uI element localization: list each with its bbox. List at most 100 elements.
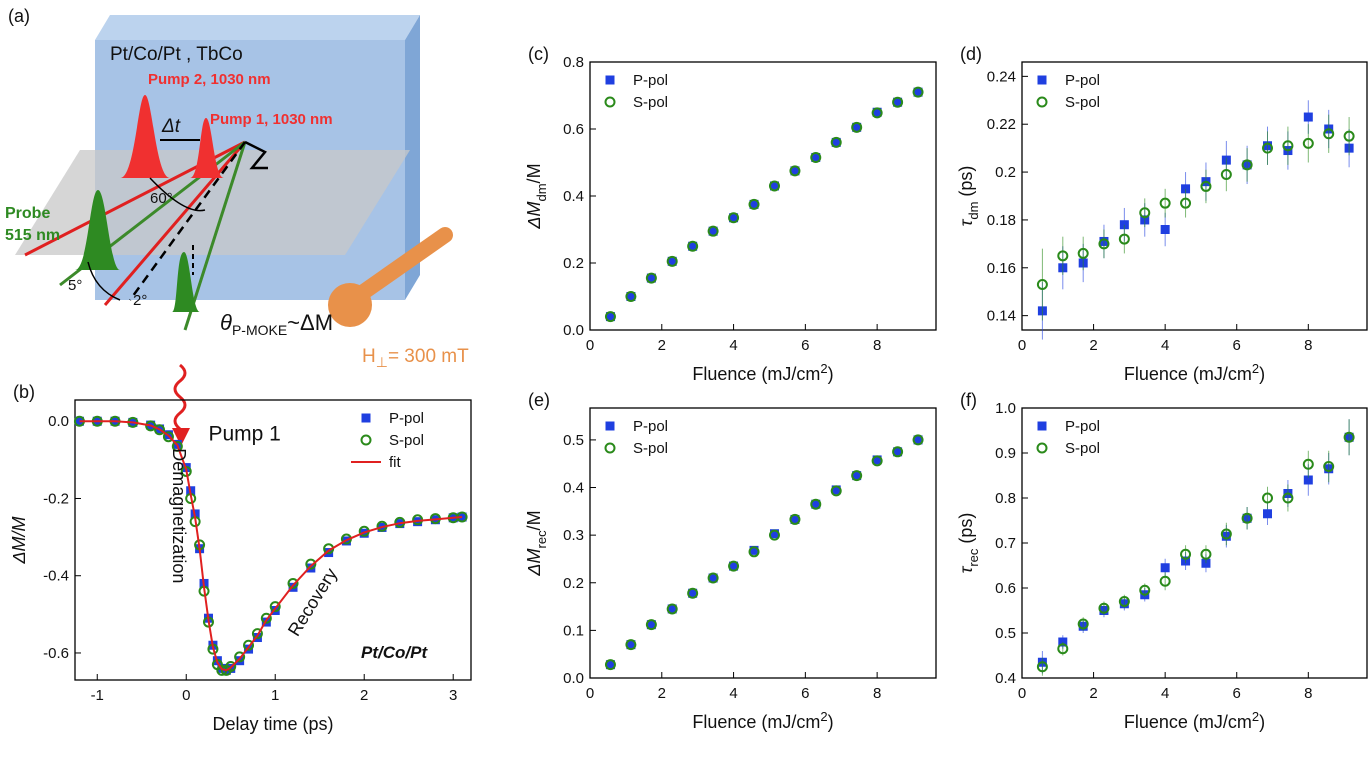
chart: 0 2 4 6 8 0.0 0.1 0.2 0.3 0.4 0.5 (e) Fluence (mJ/cm… <box>524 390 937 732</box>
y-tick-label: 0.2 <box>995 164 1016 181</box>
x-axis-label-part: 2 <box>820 709 827 724</box>
panel-label: (c) <box>528 44 549 64</box>
annotation: Demagnetization <box>169 448 189 583</box>
y-tick-label: 0.0 <box>563 670 584 687</box>
plane <box>15 150 410 255</box>
marker <box>667 604 677 614</box>
marker <box>1302 137 1314 149</box>
legend-label: P-pol <box>1065 72 1100 89</box>
x-tick-label: 6 <box>801 685 809 702</box>
box-top <box>95 15 420 40</box>
x-tick-label: 6 <box>1233 685 1241 702</box>
marker <box>1036 661 1048 673</box>
x-axis-label-part: ) <box>828 364 834 384</box>
y-tick-label: 0.3 <box>563 527 584 544</box>
marker <box>234 651 246 663</box>
y-tick-label: 0.4 <box>995 670 1016 687</box>
x-axis-label-part: ) <box>828 712 834 732</box>
pump-arrowhead <box>172 428 190 446</box>
setup-diagram: (a) Pt/Co/Pt , TbCo Pump 2, 1030 nm Pump… <box>5 6 469 446</box>
marker <box>831 485 841 495</box>
marker <box>708 573 718 583</box>
marker <box>1139 207 1151 219</box>
x-tick-label: 4 <box>1161 685 1169 702</box>
legend-label: S-pol <box>389 432 424 449</box>
marker <box>852 122 862 132</box>
y-tick-label: 0.6 <box>563 121 584 138</box>
y-axis-label-part: /M <box>524 163 544 183</box>
x-axis-label-part: ) <box>1259 364 1265 384</box>
x-tick-label: 2 <box>1089 685 1097 702</box>
pump-pulse <box>120 95 170 178</box>
marker <box>1343 431 1355 443</box>
pump-wave <box>173 363 187 431</box>
x-tick-label: 0 <box>586 685 594 702</box>
chart: 0 2 4 6 8 0.4 0.5 0.6 0.7 0.8 0.9 1.0 (f) Fluence (mJ… <box>956 390 1368 732</box>
legend-label: fit <box>389 454 402 471</box>
normal <box>128 141 247 301</box>
marker <box>604 311 616 323</box>
y-axis-label-part: ΔM <box>524 548 544 576</box>
y-tick-label: 0.22 <box>987 116 1016 133</box>
y-tick-label: -0.6 <box>43 645 69 662</box>
legend-swatch <box>1036 96 1048 108</box>
x-axis-label: Delay time (ps) <box>212 714 333 734</box>
y-tick-label: 0.4 <box>563 480 584 497</box>
marker <box>912 86 924 98</box>
marker <box>1118 596 1130 607</box>
marker <box>225 660 237 672</box>
marker <box>1159 197 1171 209</box>
marker <box>748 198 760 210</box>
legend-swatch <box>1037 421 1047 431</box>
marker <box>1077 247 1089 259</box>
y-axis-label-part: ΔM/M <box>9 516 29 564</box>
y-tick-label: 0.0 <box>48 413 69 430</box>
probe-pulse <box>172 252 200 312</box>
marker <box>707 572 719 584</box>
x-tick-label: 3 <box>449 687 457 704</box>
marker <box>305 558 317 570</box>
marker <box>1282 140 1294 152</box>
marker <box>1118 233 1130 245</box>
marker <box>912 434 924 446</box>
marker <box>243 639 255 651</box>
y-tick-label: 0.16 <box>987 260 1016 277</box>
y-axis-label-part: /M <box>524 510 544 530</box>
probe-wl-label: 515 nm <box>5 227 60 244</box>
chart: 0 2 4 6 8 0.14 0.16 0.18 0.2 0.22 0.24 (d) Fluence (… <box>956 44 1368 384</box>
marker <box>913 435 923 445</box>
angle-label: 60° <box>150 190 173 207</box>
y-axis-label: ΔMdm/M <box>524 163 549 229</box>
y-tick-label: 0.2 <box>563 255 584 272</box>
legend-label: S-pol <box>1065 94 1100 111</box>
x-axis-label-part: ) <box>1259 712 1265 732</box>
marker <box>810 498 822 510</box>
y-tick-label: 0.24 <box>987 68 1016 85</box>
x-tick-label: -1 <box>91 687 104 704</box>
marker <box>1180 548 1192 560</box>
legend-swatch <box>604 96 616 108</box>
marker <box>893 97 903 107</box>
marker <box>1282 492 1294 504</box>
marker <box>1098 602 1110 614</box>
marker <box>287 577 299 589</box>
y-tick-label: 1.0 <box>995 400 1016 417</box>
angle-arc <box>87 261 121 301</box>
x-tick-label: 8 <box>873 685 881 702</box>
marker <box>707 225 719 237</box>
x-tick-label: 8 <box>1304 337 1312 354</box>
marker <box>646 273 656 283</box>
marker <box>893 447 903 457</box>
angle-label: 5° <box>68 277 82 294</box>
y-axis-label: ΔMrec/M <box>524 510 549 576</box>
y-tick-label: 0.6 <box>995 580 1016 597</box>
marker <box>1323 128 1335 140</box>
legend-swatch <box>605 75 615 85</box>
x-axis-label-part: Delay time (ps) <box>212 714 333 734</box>
y-axis-label-part: (ps) <box>956 166 976 202</box>
marker <box>913 87 923 97</box>
marker <box>769 529 779 539</box>
y-axis-label-part: τ <box>956 218 976 226</box>
probe-label: Probe <box>5 205 50 222</box>
x-tick-label: 8 <box>1304 685 1312 702</box>
